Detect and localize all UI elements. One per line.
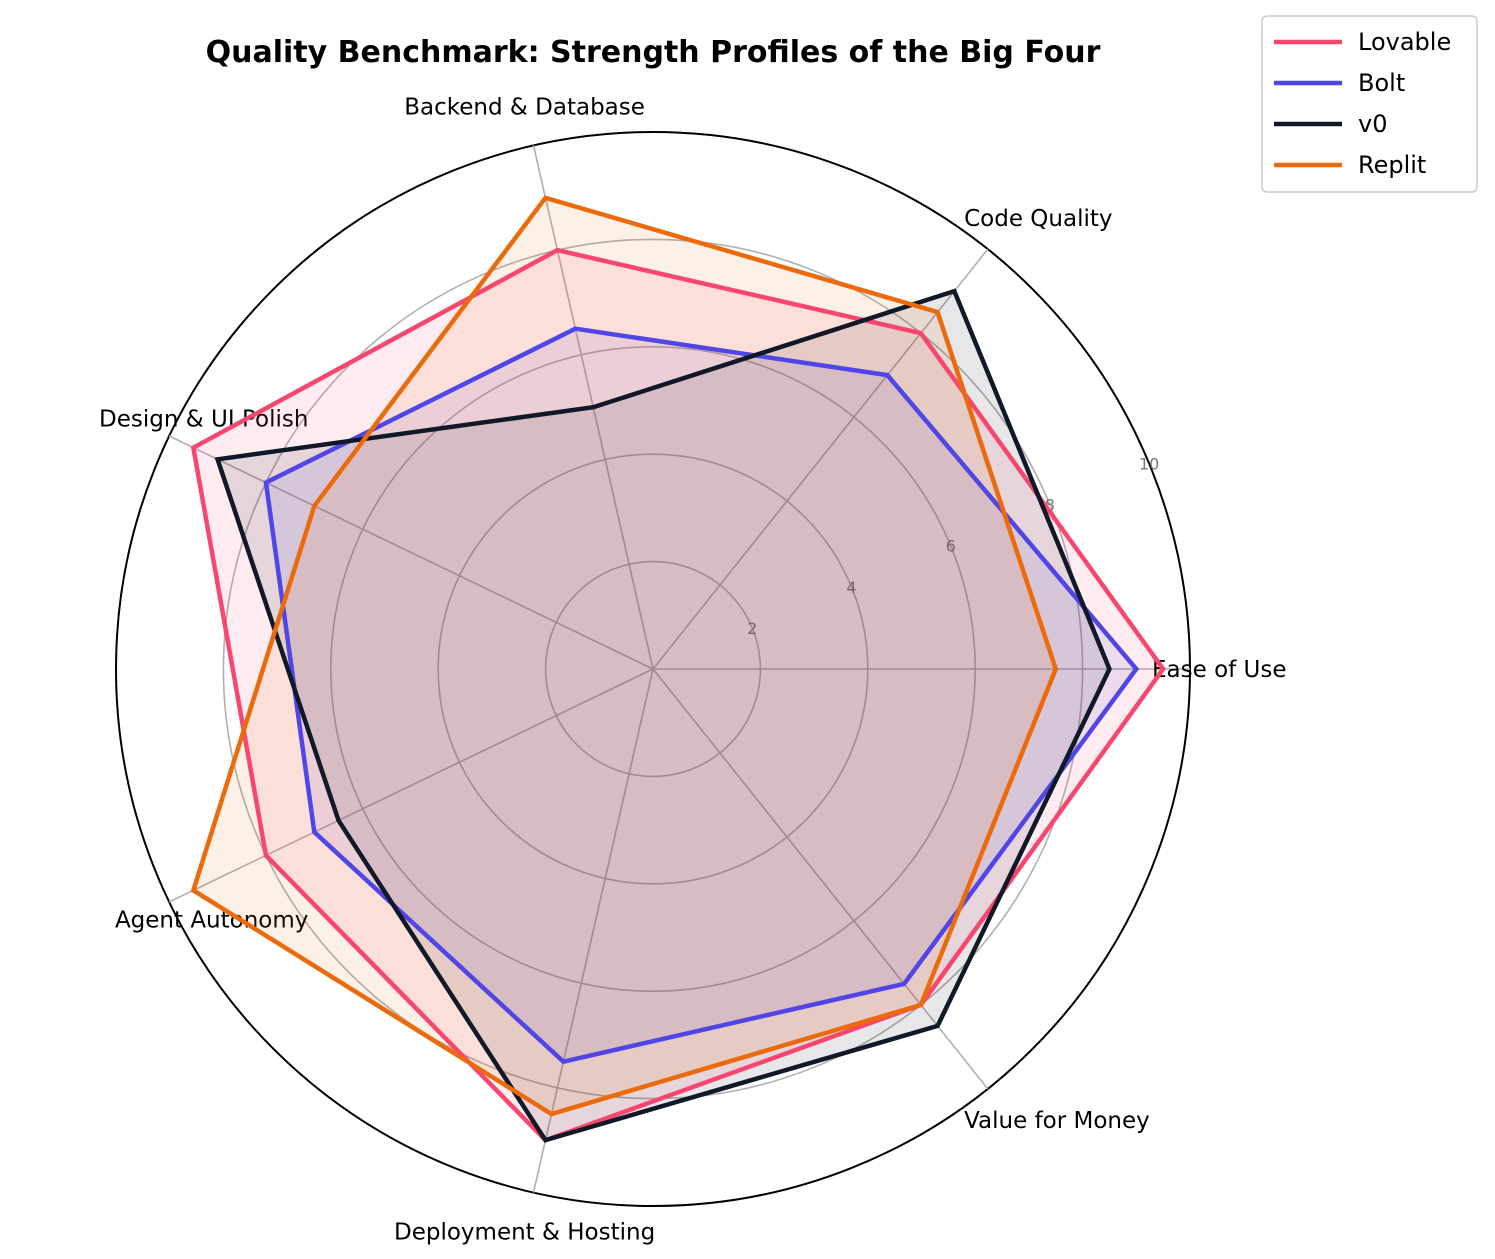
- tick-label: 6: [946, 537, 956, 556]
- tick-label: 8: [1045, 496, 1055, 515]
- legend-label: Lovable: [1358, 28, 1451, 56]
- spoke-line: [168, 668, 654, 903]
- tick-label: 2: [747, 619, 757, 638]
- axis-label: Ease of Use: [1152, 657, 1287, 683]
- spoke-line: [532, 668, 654, 1193]
- legend-box: [1261, 15, 1478, 193]
- spoke-line: [168, 435, 654, 670]
- radar-grid: [115, 131, 1191, 1207]
- legend-label: v0: [1358, 110, 1387, 138]
- axis-label: Value for Money: [964, 1108, 1150, 1134]
- axis-label: Design & UI Polish: [99, 407, 308, 433]
- legend-label: Replit: [1358, 151, 1426, 179]
- chart-title: Quality Benchmark: Strength Profiles of …: [206, 35, 1101, 70]
- series-line-bolt: [263, 326, 1140, 1065]
- axis-labels: Ease of Use Code Quality Backend & Databas…: [99, 94, 1286, 1245]
- series-layer: [190, 195, 1166, 1143]
- series-fill-bolt: [265, 328, 1137, 1062]
- axis-label: Agent Autonomy: [115, 907, 308, 933]
- legend-label: Bolt: [1358, 69, 1405, 97]
- tick-label: 4: [846, 578, 856, 597]
- axis-label: Deployment & Hosting: [394, 1220, 655, 1246]
- series-fill-v0: [217, 291, 1110, 1141]
- series-fill-replit: [193, 197, 1056, 1115]
- legend: Lovable Bolt v0 Replit: [1261, 15, 1478, 193]
- axis-label: Backend & Database: [404, 94, 645, 120]
- axis-label: Code Quality: [964, 206, 1112, 232]
- spoke-line: [652, 668, 989, 1090]
- radial-tick-labels: 2 4 6 8 10: [747, 454, 1159, 637]
- series-line-replit: [190, 195, 1059, 1117]
- spoke-line: [652, 248, 989, 670]
- series-fill-lovable: [193, 250, 1164, 1141]
- series-line-v0: [214, 288, 1112, 1143]
- tick-label: 10: [1139, 454, 1159, 473]
